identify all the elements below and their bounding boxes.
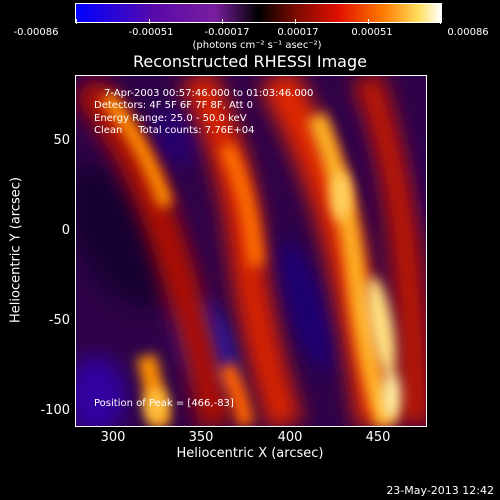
detectors-text: Detectors: 4F 5F 6F 7F 8F, Att 0 [94,100,254,111]
rhessi-image: 7-Apr-2003 00:57:46.000 to 01:03:46.000 … [75,75,427,427]
colorbar-tick [295,19,296,24]
time-range-text: 7-Apr-2003 00:57:46.000 to 01:03:46.000 [104,88,314,99]
colorbar-tick [440,19,441,24]
colorbar-tick-label: 0.00051 [351,27,393,38]
colorbar-tick [368,19,369,24]
x-tick-label: 300 [100,430,126,445]
x-tick-label: 400 [277,430,303,445]
x-tick-label: 450 [365,430,391,445]
clean-counts-text: Clean Total counts: 7.76E+04 [94,125,255,136]
energy-range-text: Energy Range: 25.0 - 50.0 keV [94,113,247,124]
colorbar-unit-label: (photons cm⁻² s⁻¹ asec⁻²) [192,40,322,51]
colorbar-tick-label: -0.00017 [204,27,250,38]
x-axis-label: Heliocentric X (arcsec) [176,446,324,461]
date-stamp: 23-May-2013 12:42 [386,484,494,497]
y-tick-label: 0 [61,223,70,238]
colorbar-tick-label: -0.00086 [13,27,59,38]
peak-emission [144,171,401,424]
colorbar-tick [76,19,77,24]
colorbar-tick [149,19,150,24]
y-tick-label: 50 [53,133,70,148]
colorbar-tick-label: 0.00086 [447,27,489,38]
y-tick-label: -50 [48,313,70,328]
colorbar-tick [222,19,223,24]
colorbar-tick-label: -0.00051 [128,27,174,38]
colorbar [75,3,442,23]
y-axis-label: Heliocentric Y (arcsec) [8,177,24,323]
x-tick-label: 350 [188,430,214,445]
y-tick-label: -100 [40,403,70,418]
image-title: Reconstructed RHESSI Image [133,52,367,71]
peak-position-text: Position of Peak = [466,-83] [94,398,234,409]
colorbar-tick-label: 0.00017 [277,27,319,38]
rhessi-image-canvas [76,76,426,426]
